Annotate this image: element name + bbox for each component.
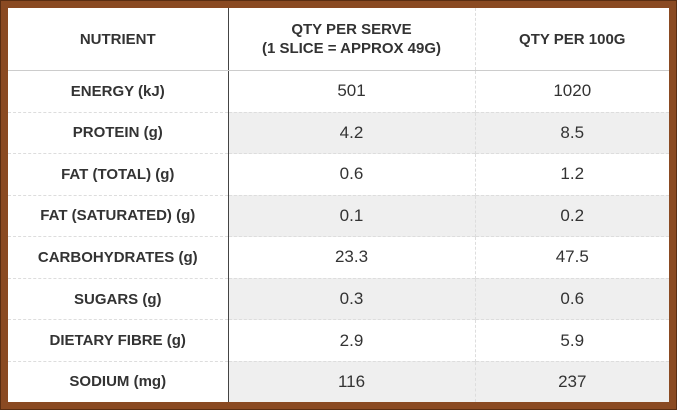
nutrient-value: 2.9 (227, 319, 475, 362)
nutrient-name: SUGARS (g) (8, 277, 228, 320)
column-header: NUTRIENT (8, 8, 228, 71)
nutrient-value: 1020 (474, 70, 669, 113)
nutrient-name: PROTEIN (g) (8, 111, 228, 154)
nutrient-row: CARBOHYDRATES (g) 23.3 47.5 (8, 236, 669, 279)
nutrient-value: 0.6 (227, 153, 475, 196)
nutrient-row: PROTEIN (g) 4.2 8.5 (8, 111, 669, 154)
nutrient-row: SUGARS (g) 0.3 0.6 (8, 277, 669, 320)
header-line: (1 SLICE = APPROX 49G) (261, 40, 442, 57)
nutrient-row: FAT (SATURATED) (g) 0.1 0.2 (8, 194, 669, 237)
nutrient-name: FAT (SATURATED) (g) (8, 194, 228, 237)
nutrient-value: 5.9 (474, 319, 669, 362)
nutrient-name: ENERGY (kJ) (8, 70, 228, 113)
nutrient-name: SODIUM (mg) (8, 360, 228, 402)
nutrient-name: FAT (TOTAL) (g) (8, 153, 228, 196)
nutrient-value: 0.1 (227, 194, 475, 237)
nutrient-value: 23.3 (227, 236, 475, 279)
nutrient-row: ENERGY (kJ) 501 1020 (8, 70, 669, 113)
nutrient-value: 0.2 (474, 194, 669, 237)
nutrient-value: 237 (474, 360, 669, 402)
header-row: NUTRIENT QTY PER SERVE (1 SLICE = APPROX 4… (8, 8, 669, 71)
nutrient-row: SODIUM (mg) 116 237 (8, 360, 669, 402)
nutrient-value: 8.5 (474, 111, 669, 154)
nutrient-name: DIETARY FIBRE (g) (8, 319, 228, 362)
header-line: QTY PER SERVE (291, 21, 412, 38)
nutrition-table: NUTRIENT QTY PER SERVE (1 SLICE = APPROX 4… (8, 8, 669, 402)
nutrient-row: FAT (TOTAL) (g) 0.6 1.2 (8, 153, 669, 196)
nutrient-value: 116 (227, 360, 475, 402)
nutrient-value: 501 (227, 70, 475, 113)
nutrient-name: CARBOHYDRATES (g) (8, 236, 228, 279)
column-header: QTY PER SERVE (1 SLICE = APPROX 49G) (227, 8, 475, 71)
nutrient-value: 1.2 (474, 153, 669, 196)
column-header: QTY PER 100G (474, 8, 669, 71)
nutrient-row: DIETARY FIBRE (g) 2.9 5.9 (8, 319, 669, 362)
nutrient-value: 47.5 (474, 236, 669, 279)
nutrient-value: 0.6 (474, 277, 669, 320)
nutrient-value: 0.3 (227, 277, 475, 320)
nutrient-value: 4.2 (227, 111, 475, 154)
